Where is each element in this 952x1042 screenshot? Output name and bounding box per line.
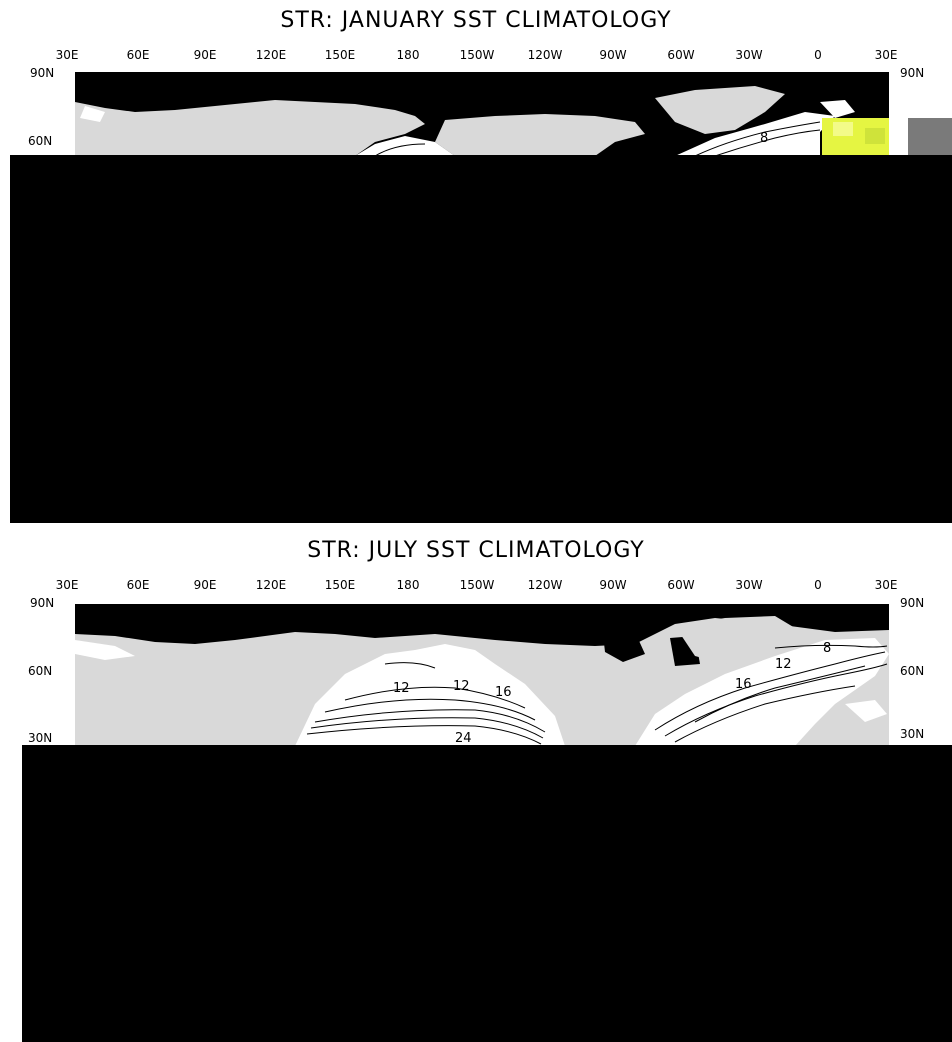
lon-label: 60W [667,48,695,62]
lat-label-right: 60N [900,664,925,678]
lat-label-left: 90N [30,596,55,610]
contour-label: 8 [823,641,831,656]
lat-label-right: 90N [900,66,925,80]
july-map-title: STR: JULY SST CLIMATOLOGY [307,538,645,563]
lon-label: 150E [324,578,356,592]
lon-label: 60E [126,578,150,592]
contour-label: 16 [495,685,512,700]
lon-label: 150W [459,578,495,592]
lon-label: 0 [814,578,822,592]
land-greenland [655,86,785,134]
lon-label: 30W [735,578,763,592]
lon-label: 120E [255,578,287,592]
lon-label: 180 [396,48,420,62]
lat-label-left: 30N [28,731,53,745]
january-map-title: STR: JANUARY SST CLIMATOLOGY [280,8,672,33]
contour-label: 16 [735,677,752,692]
lon-label: 150E [324,48,356,62]
january-redaction-block [10,155,952,523]
lon-label: 30E [55,48,79,62]
lat-label-right: 90N [900,596,925,610]
contour-label: 8 [760,131,768,146]
july-sst-map: 12 12 16 24 16 12 8 [75,604,889,746]
lon-label: 90W [599,48,627,62]
lat-label-left: 60N [28,664,53,678]
ocean-pacific [295,644,565,746]
land-greenland [675,616,795,664]
land-eurasia [75,100,425,156]
lon-label: 120W [527,48,563,62]
lon-label: 30E [874,578,898,592]
lon-label: 60W [667,578,695,592]
lon-label: 90W [599,578,627,592]
lon-label: 150W [459,48,495,62]
ocean-atlantic [675,112,835,156]
lon-label: 90E [193,48,217,62]
lat-label-left: 90N [30,66,55,80]
lon-label: 120E [255,48,287,62]
lon-label: 30E [55,578,79,592]
lon-label: 30W [735,48,763,62]
land-north-america [435,114,645,156]
contour-label: 24 [455,731,472,746]
lat-label-right: 30N [900,727,925,741]
lon-label: 180 [396,578,420,592]
arctic-ice [75,604,889,646]
contour-label: 12 [393,681,410,696]
lon-label: 30E [874,48,898,62]
lon-label: 0 [814,48,822,62]
lon-label: 60E [126,48,150,62]
lon-label: 90E [193,578,217,592]
contour-label: 12 [775,657,792,672]
lat-label-left: 60N [28,134,53,148]
grey-block [908,118,952,156]
january-sst-map: 8 [75,72,889,156]
july-redaction-block [22,745,952,1042]
lon-label: 120W [527,578,563,592]
contour-label: 12 [453,679,470,694]
